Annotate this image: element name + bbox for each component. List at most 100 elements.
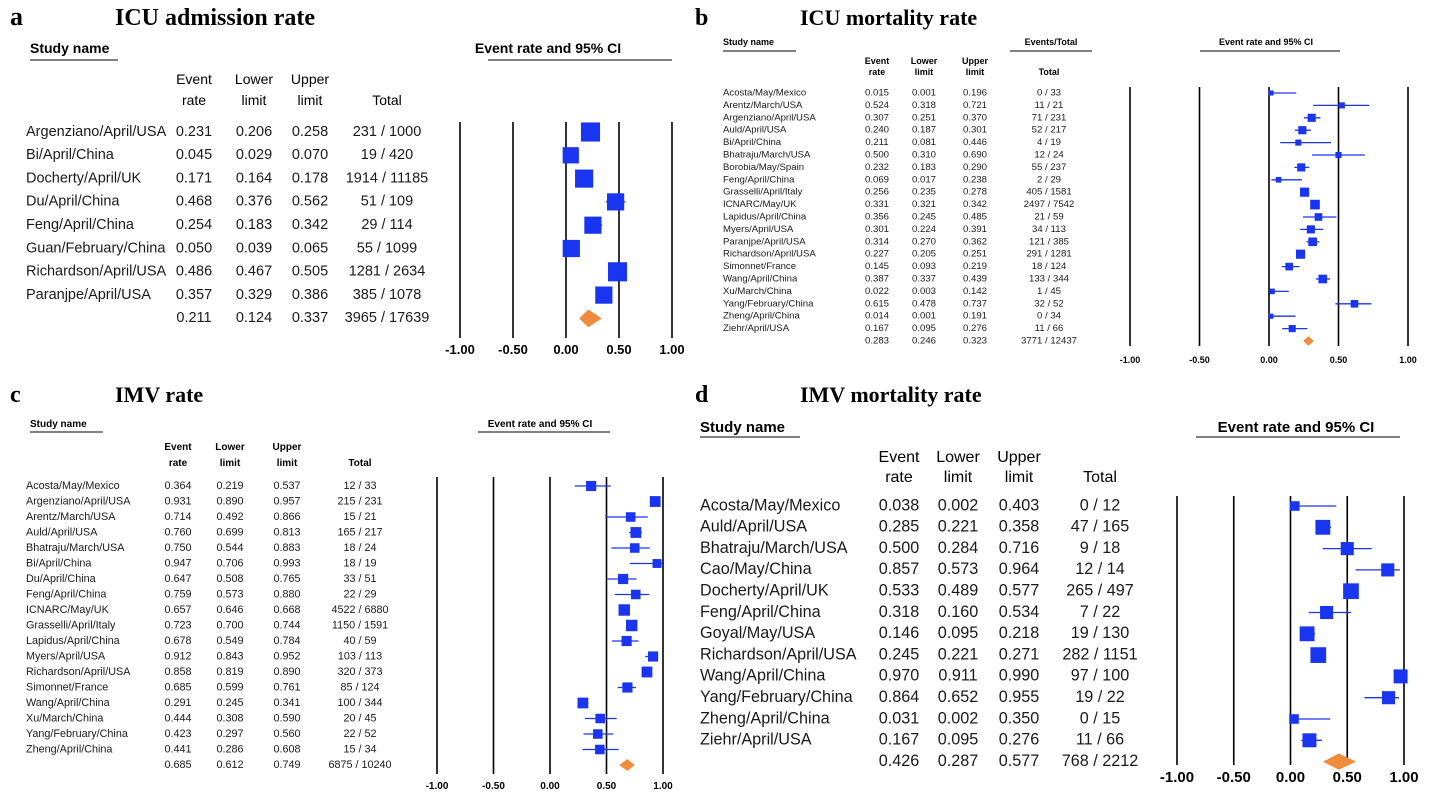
effect-marker bbox=[1269, 90, 1274, 95]
lower-limit-value: 0.308 bbox=[216, 712, 243, 724]
lower-limit-value: 0.890 bbox=[216, 495, 243, 507]
upper-limit-value: 0.278 bbox=[963, 187, 987, 198]
effect-marker bbox=[648, 651, 658, 661]
lower-limit-value: 0.284 bbox=[938, 539, 979, 557]
summary-total: 6875 / 10240 bbox=[328, 759, 391, 771]
effect-marker bbox=[1268, 314, 1273, 319]
total-value: 2497 / 7542 bbox=[1024, 199, 1075, 210]
event-rate-value: 0.231 bbox=[176, 124, 212, 140]
study-label: Simonnet/France bbox=[723, 261, 796, 272]
upper-limit-value: 0.386 bbox=[292, 287, 328, 303]
upper-limit-value: 0.577 bbox=[999, 581, 1040, 599]
lower-limit-value: 0.001 bbox=[912, 311, 936, 322]
events-total-header: Events/Total bbox=[1025, 37, 1078, 47]
tick-label: 1.00 bbox=[1389, 769, 1418, 786]
event-rate-value: 0.291 bbox=[164, 697, 191, 709]
upper-limit-value: 0.439 bbox=[963, 274, 987, 285]
upper-limit-value: 0.070 bbox=[292, 147, 328, 163]
study-label: Yang/February/China bbox=[700, 688, 853, 706]
lower-limit-value: 0.467 bbox=[236, 264, 272, 280]
event-rate-value: 0.038 bbox=[879, 496, 920, 514]
study-label: Feng/April/China bbox=[26, 588, 106, 600]
column-header: Lower bbox=[235, 71, 273, 87]
total-value: 71 / 231 bbox=[1032, 112, 1067, 123]
event-rate-value: 0.050 bbox=[176, 240, 212, 256]
upper-limit-value: 0.813 bbox=[273, 526, 300, 538]
effect-marker bbox=[619, 604, 630, 615]
effect-marker bbox=[1310, 200, 1320, 210]
total-value: 103 / 113 bbox=[338, 650, 382, 662]
total-value: 0 / 12 bbox=[1080, 496, 1121, 514]
effect-marker bbox=[563, 240, 580, 257]
total-value: 385 / 1078 bbox=[353, 287, 422, 303]
effect-marker bbox=[1341, 542, 1354, 555]
tick-label: 1.00 bbox=[1399, 355, 1417, 365]
effect-marker bbox=[607, 193, 624, 210]
total-value: 51 / 109 bbox=[361, 194, 413, 210]
plot-header: Event rate and 95% CI bbox=[475, 40, 621, 56]
total-value: 22 / 29 bbox=[343, 588, 376, 600]
column-header: rate bbox=[182, 92, 206, 108]
effect-marker bbox=[1298, 126, 1306, 134]
study-label: Bhatraju/March/USA bbox=[26, 542, 125, 554]
column-header: limit bbox=[298, 92, 323, 108]
total-value: 265 / 497 bbox=[1066, 581, 1134, 599]
tick-label: -1.00 bbox=[1120, 355, 1141, 365]
lower-limit-value: 0.544 bbox=[216, 542, 243, 554]
upper-limit-value: 0.191 bbox=[963, 311, 987, 322]
upper-limit-value: 0.358 bbox=[999, 518, 1040, 536]
lower-limit-value: 0.573 bbox=[938, 560, 979, 578]
study-label: Goyal/May/USA bbox=[700, 624, 815, 642]
lower-limit-value: 0.001 bbox=[912, 88, 936, 99]
lower-limit-value: 0.318 bbox=[912, 100, 936, 111]
effect-marker bbox=[1307, 225, 1315, 233]
total-value: 32 / 52 bbox=[1034, 298, 1063, 309]
event-rate-value: 0.240 bbox=[865, 125, 889, 136]
study-label: Xu/March/China bbox=[26, 712, 103, 724]
lower-limit-value: 0.095 bbox=[938, 731, 979, 749]
total-value: 11 / 66 bbox=[1076, 731, 1124, 749]
upper-limit-value: 0.258 bbox=[292, 124, 328, 140]
column-header: Event bbox=[865, 56, 890, 66]
total-value: 40 / 59 bbox=[343, 635, 376, 647]
upper-limit-value: 0.993 bbox=[273, 557, 300, 569]
upper-limit-value: 0.957 bbox=[273, 495, 300, 507]
column-header: Total bbox=[1083, 469, 1117, 486]
column-header: rate bbox=[169, 458, 188, 469]
study-label: Arentz/March/USA bbox=[26, 511, 116, 523]
total-value: 55 / 1099 bbox=[357, 240, 417, 256]
upper-limit-value: 0.178 bbox=[292, 170, 328, 186]
study-label: Wang/April/China bbox=[723, 274, 798, 285]
effect-marker bbox=[1297, 163, 1305, 171]
column-header: Total bbox=[1039, 67, 1060, 77]
lower-limit-value: 0.002 bbox=[938, 496, 979, 514]
column-header: Lower bbox=[936, 449, 980, 466]
event-rate-value: 0.146 bbox=[879, 624, 920, 642]
effect-marker bbox=[1382, 691, 1395, 704]
study-label: Feng/April/China bbox=[700, 603, 821, 621]
lower-limit-value: 0.549 bbox=[216, 635, 243, 647]
upper-limit-value: 0.505 bbox=[292, 264, 328, 280]
total-value: 15 / 21 bbox=[343, 511, 376, 523]
upper-limit-value: 0.342 bbox=[963, 199, 987, 210]
column-header: Event bbox=[176, 71, 212, 87]
effect-marker bbox=[1276, 177, 1282, 183]
study-label: ICNARC/May/UK bbox=[723, 199, 797, 210]
upper-limit-value: 0.744 bbox=[273, 619, 300, 631]
total-value: 15 / 34 bbox=[343, 743, 376, 755]
study-label: Simonnet/France bbox=[26, 681, 108, 693]
study-label: Richardson/April/USA bbox=[26, 666, 131, 678]
tick-label: -0.50 bbox=[482, 781, 505, 792]
lower-limit-value: 0.160 bbox=[938, 603, 979, 621]
column-header: limit bbox=[220, 458, 241, 469]
lower-limit-value: 0.039 bbox=[236, 240, 272, 256]
lower-limit-value: 0.205 bbox=[912, 249, 936, 260]
total-value: 18 / 19 bbox=[343, 557, 376, 569]
summary-diamond bbox=[579, 310, 602, 328]
effect-marker bbox=[1339, 102, 1345, 108]
total-value: 291 / 1281 bbox=[1026, 249, 1071, 260]
upper-limit-value: 0.883 bbox=[273, 542, 300, 554]
event-rate-value: 0.314 bbox=[865, 236, 890, 247]
lower-limit-value: 0.164 bbox=[236, 170, 272, 186]
lower-limit-value: 0.700 bbox=[216, 619, 243, 631]
